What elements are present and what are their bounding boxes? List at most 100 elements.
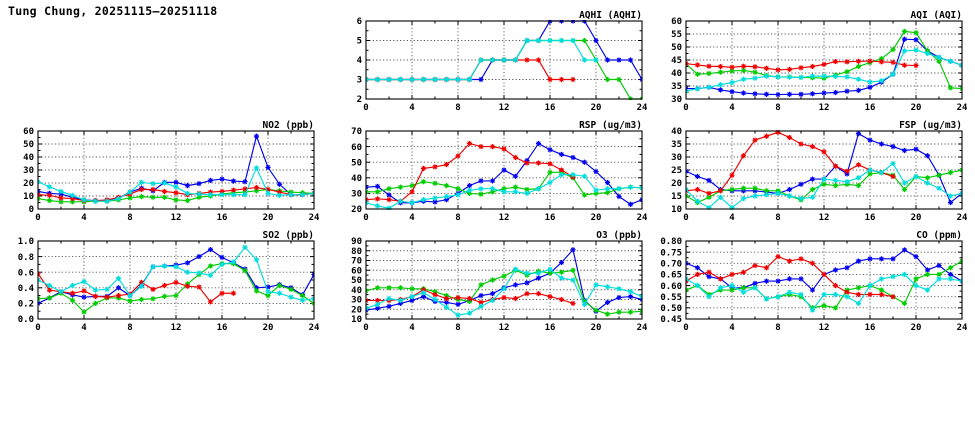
- data-point-marker: [161, 263, 168, 269]
- data-point-marker: [832, 163, 839, 169]
- data-point-marker: [207, 177, 214, 183]
- x-tick-label: 8: [127, 323, 132, 333]
- data-point-marker: [694, 62, 701, 68]
- data-point-marker: [501, 189, 507, 195]
- data-point-marker: [466, 76, 473, 83]
- data-point-marker: [58, 195, 64, 201]
- data-point-marker: [686, 276, 689, 282]
- data-point-marker: [173, 184, 179, 190]
- data-point-marker: [196, 191, 202, 197]
- data-point-marker: [832, 73, 839, 79]
- data-point-marker: [604, 311, 611, 317]
- data-point-marker: [173, 197, 179, 203]
- y-tick-label: 3: [357, 76, 362, 86]
- data-point-marker: [752, 137, 758, 143]
- data-point-marker: [547, 266, 553, 272]
- y-tick-label: 0.4: [18, 284, 35, 294]
- data-point-marker: [489, 57, 496, 63]
- data-point-marker: [374, 183, 381, 189]
- data-point-marker: [855, 162, 862, 168]
- data-point-marker: [207, 263, 214, 269]
- data-point-marker: [115, 196, 122, 202]
- y-tick-label: 0.60: [660, 282, 682, 292]
- x-tick-label: 16: [217, 213, 228, 223]
- data-point-marker: [740, 196, 747, 202]
- y-tick-label: 50: [351, 158, 362, 168]
- data-point-marker: [832, 305, 839, 311]
- data-point-marker: [936, 172, 942, 178]
- x-tick-label: 20: [591, 103, 602, 113]
- data-point-marker: [265, 293, 271, 299]
- data-point-marker: [890, 144, 896, 150]
- data-point-marker: [420, 197, 427, 203]
- data-point-marker: [374, 301, 381, 307]
- data-point-marker: [478, 186, 484, 192]
- data-point-marker: [706, 177, 712, 183]
- data-point-marker: [616, 57, 622, 63]
- data-point-marker: [207, 246, 214, 253]
- data-point-marker: [878, 141, 885, 147]
- chart-panel-aqi: AQI (AQI) 30 35 40 45 50 55 60 0 4 8 12 16 20 24: [652, 8, 968, 116]
- data-point-marker: [729, 89, 735, 95]
- data-point-marker: [581, 37, 588, 44]
- data-point-marker: [959, 62, 962, 68]
- data-point-marker: [832, 291, 839, 298]
- data-point-marker: [386, 295, 392, 302]
- x-tick-label: 12: [499, 213, 510, 223]
- data-point-marker: [890, 71, 896, 77]
- data-point-marker: [386, 285, 392, 291]
- data-point-marker: [924, 287, 931, 293]
- y-tick-label: 50: [671, 43, 682, 53]
- data-point-marker: [547, 147, 553, 153]
- data-point-marker: [717, 69, 724, 75]
- data-point-marker: [798, 196, 804, 202]
- x-tick-label: 12: [499, 103, 510, 113]
- data-point-marker: [127, 189, 133, 195]
- data-point-marker: [466, 295, 473, 302]
- data-point-marker: [844, 69, 850, 75]
- chart-title: AQI (AQI): [911, 10, 962, 21]
- data-point-marker: [535, 291, 542, 297]
- data-point-marker: [740, 185, 747, 191]
- x-tick-label: 12: [819, 213, 830, 223]
- plot-frame: [365, 130, 643, 210]
- data-point-marker: [207, 192, 214, 198]
- data-point-marker: [558, 172, 565, 178]
- data-point-marker: [832, 183, 839, 189]
- data-point-marker: [706, 194, 712, 200]
- data-point-marker: [717, 82, 724, 88]
- data-point-marker: [501, 167, 507, 173]
- data-point-marker: [959, 167, 962, 173]
- data-point-marker: [432, 296, 438, 303]
- data-point-marker: [878, 287, 885, 293]
- data-point-marker: [639, 293, 642, 300]
- data-point-marker: [740, 153, 747, 159]
- data-point-marker: [936, 276, 942, 282]
- data-point-marker: [253, 184, 260, 191]
- x-tick-label: 20: [591, 323, 602, 333]
- data-point-marker: [844, 179, 850, 185]
- data-point-marker: [947, 271, 954, 278]
- chart-panel-aqhi: AQHI (AQHI) 2 3 4 5 6 0 4 8 12 16 20 24: [332, 8, 648, 116]
- data-point-marker: [936, 262, 942, 269]
- data-point-marker: [763, 278, 770, 284]
- data-point-marker: [775, 278, 781, 284]
- data-point-marker: [366, 305, 369, 311]
- data-point-marker: [706, 190, 712, 196]
- y-tick-label: 30: [351, 296, 362, 306]
- series-group: [686, 247, 962, 313]
- data-point-marker: [786, 186, 793, 193]
- data-point-marker: [38, 192, 41, 198]
- data-point-marker: [558, 259, 565, 266]
- data-point-marker: [466, 183, 473, 189]
- data-point-marker: [253, 288, 260, 294]
- data-point-marker: [558, 151, 565, 157]
- data-point-marker: [512, 173, 519, 179]
- y-tick-label: 60: [23, 127, 34, 137]
- y-tick-label: 45: [671, 56, 682, 66]
- data-point-marker: [901, 186, 908, 193]
- x-tick-label: 0: [35, 323, 40, 333]
- data-point-marker: [455, 294, 461, 301]
- data-point-marker: [512, 282, 519, 288]
- data-point-marker: [219, 176, 225, 182]
